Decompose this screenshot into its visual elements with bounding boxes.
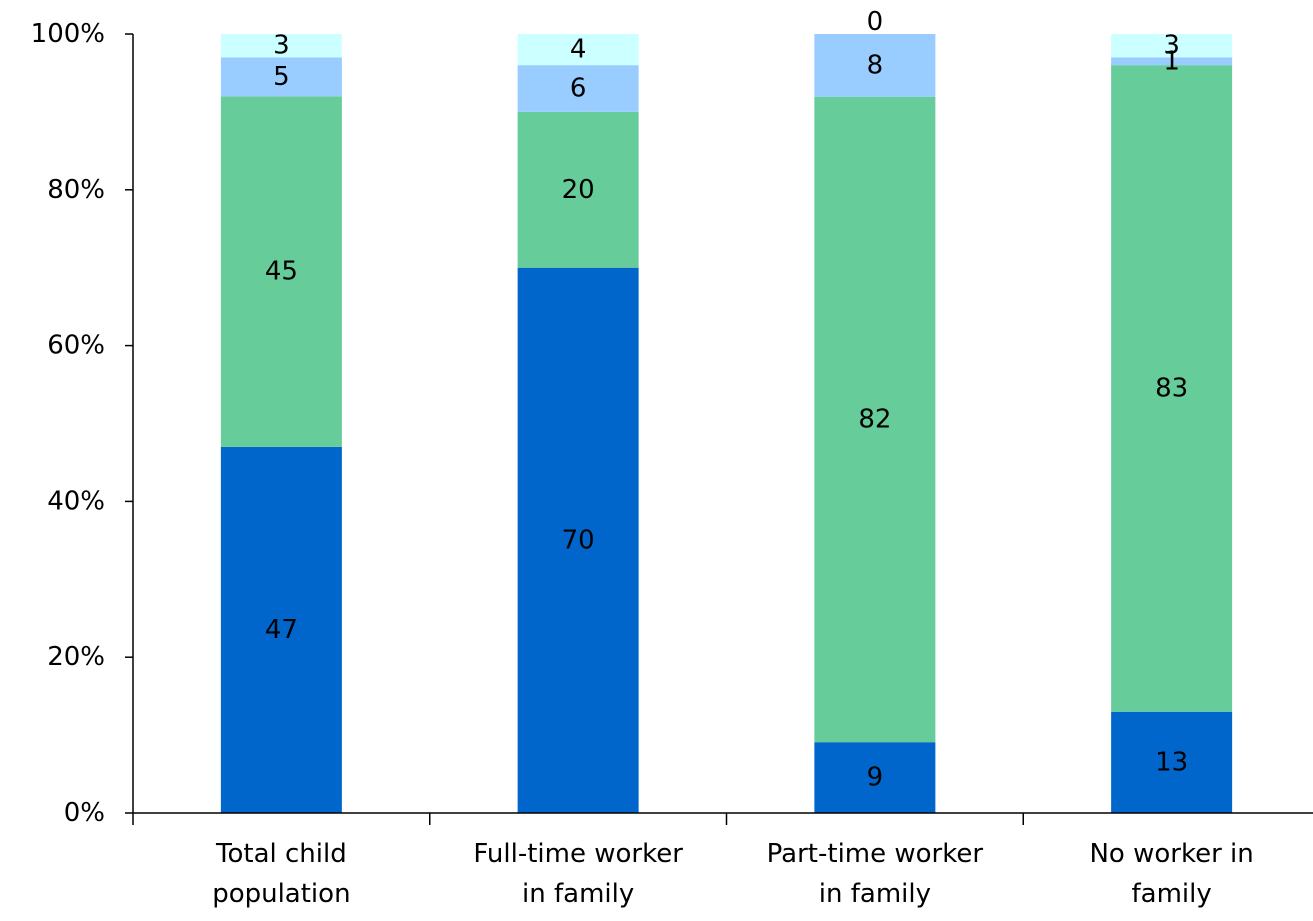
x-category-label: Part-time worker in family	[767, 839, 984, 909]
data-label: 45	[265, 257, 298, 287]
bar-segment	[517, 111, 639, 268]
bars-layer	[220, 34, 1233, 813]
bar-segment	[220, 96, 342, 447]
y-tick-label: 40%	[47, 486, 105, 516]
data-label: 1	[1163, 46, 1180, 76]
y-tick-label: 80%	[47, 175, 105, 205]
bar-segment	[220, 446, 342, 813]
bar-segment	[1111, 711, 1233, 813]
y-tick-label: 100%	[31, 19, 105, 49]
bar-segment	[1111, 65, 1233, 712]
bar-segment	[814, 34, 936, 97]
bar-segment	[1111, 34, 1233, 58]
bar-segment	[220, 34, 342, 58]
y-tick-label: 0%	[64, 798, 105, 828]
x-category-label: No worker in family	[1089, 839, 1253, 909]
data-label: 83	[1155, 373, 1188, 403]
data-label: 82	[858, 405, 891, 435]
data-label: 3	[1163, 31, 1180, 61]
data-label: 70	[562, 525, 595, 555]
x-category-label: Total child population	[212, 839, 350, 909]
data-label: 3	[273, 31, 290, 61]
data-label: 8	[867, 50, 884, 80]
data-label: 4	[570, 35, 587, 65]
data-label: 47	[265, 615, 298, 645]
bar-segment	[220, 57, 342, 97]
data-label: 20	[562, 175, 595, 205]
data-label: 5	[273, 62, 290, 92]
bar-segment	[517, 65, 639, 112]
bar-segment	[814, 742, 936, 813]
bar-segment	[517, 34, 639, 66]
axes-layer: 0% 20% 40% 60% 80% 100% Total child population F…	[31, 19, 1313, 909]
data-label: 6	[570, 74, 587, 104]
y-tick-label: 60%	[47, 331, 105, 361]
data-label: 13	[1155, 747, 1188, 777]
y-tick-label: 20%	[47, 642, 105, 672]
data-label: 9	[867, 763, 884, 793]
data-label: 0	[867, 7, 884, 37]
bar-segment	[517, 267, 639, 813]
bar-segment	[1111, 57, 1233, 66]
bar-segment	[814, 96, 936, 743]
x-category-label: Full-time worker in family	[473, 839, 683, 909]
